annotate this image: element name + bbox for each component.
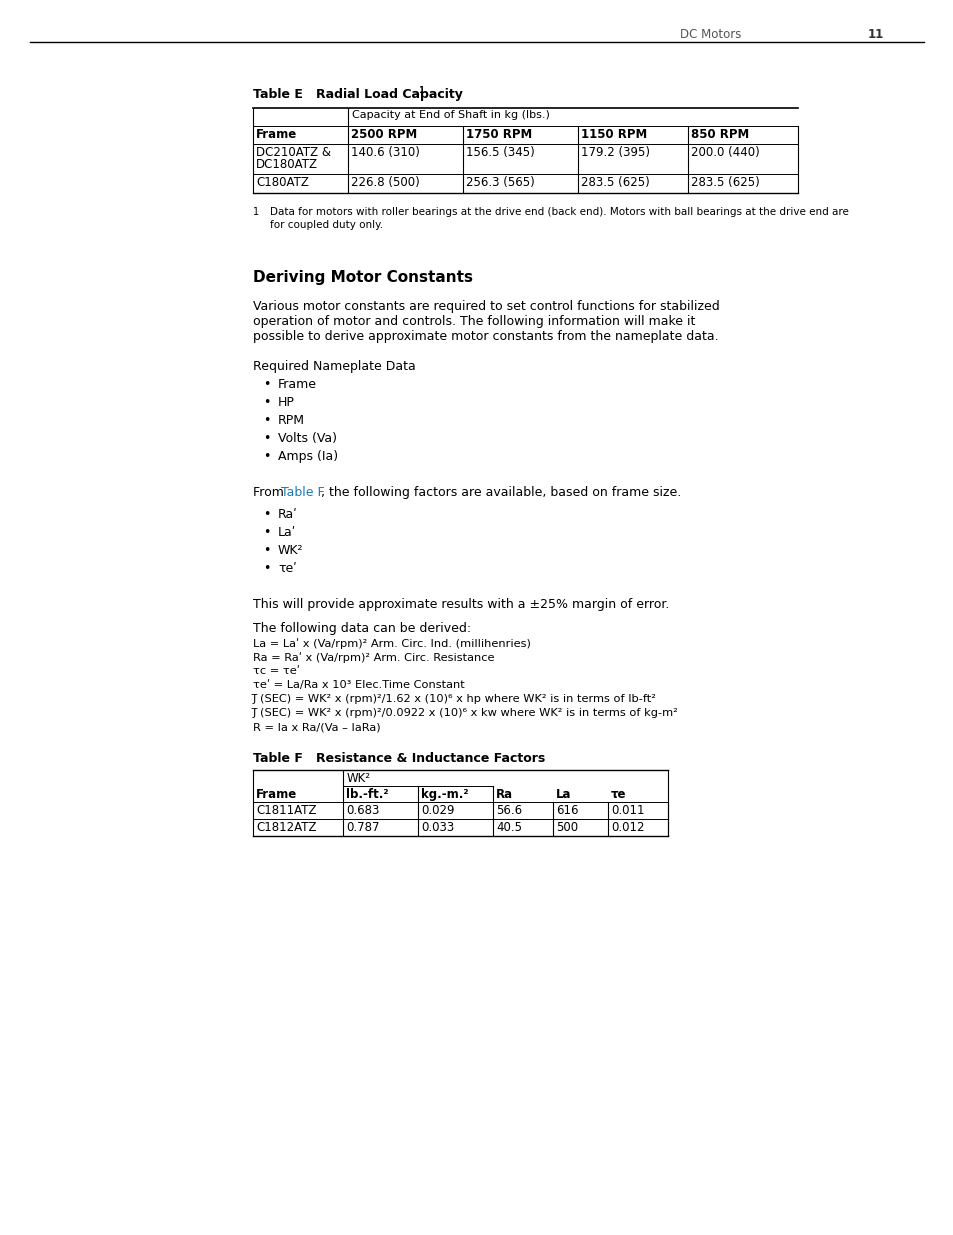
Text: 1750 RPM: 1750 RPM [465, 128, 532, 141]
Text: •: • [263, 378, 270, 391]
Text: Amps (Ia): Amps (Ia) [277, 450, 337, 463]
Text: •: • [263, 508, 270, 521]
Text: Raʹ: Raʹ [277, 508, 297, 521]
Text: 1: 1 [253, 207, 259, 217]
Text: DC180ATZ: DC180ATZ [255, 158, 317, 170]
Text: kg.-m.²: kg.-m.² [420, 788, 468, 802]
Text: 56.6: 56.6 [496, 804, 521, 818]
Text: Frame: Frame [255, 128, 297, 141]
Text: 616: 616 [556, 804, 578, 818]
Text: 40.5: 40.5 [496, 821, 521, 834]
Text: C1812ATZ: C1812ATZ [255, 821, 316, 834]
Text: 0.029: 0.029 [420, 804, 454, 818]
Text: RPM: RPM [277, 414, 305, 427]
Text: WK²: WK² [347, 772, 371, 785]
Text: •: • [263, 450, 270, 463]
Text: •: • [263, 414, 270, 427]
Text: Table E   Radial Load Capacity: Table E Radial Load Capacity [253, 88, 462, 101]
Text: 0.787: 0.787 [346, 821, 379, 834]
Text: Frame: Frame [277, 378, 316, 391]
Text: 156.5 (345): 156.5 (345) [465, 146, 535, 159]
Text: 1: 1 [417, 86, 423, 95]
Text: lb.-ft.²: lb.-ft.² [346, 788, 388, 802]
Text: •: • [263, 396, 270, 409]
Text: 1150 RPM: 1150 RPM [580, 128, 646, 141]
Text: 0.033: 0.033 [420, 821, 454, 834]
Text: τc = τeʹ: τc = τeʹ [253, 666, 299, 676]
Text: WK²: WK² [277, 543, 303, 557]
Text: τeʹ = La/Ra x 10³ Elec.Time Constant: τeʹ = La/Ra x 10³ Elec.Time Constant [253, 680, 464, 690]
Text: La: La [556, 788, 571, 802]
Text: 0.683: 0.683 [346, 804, 379, 818]
Text: Ra: Ra [496, 788, 513, 802]
Text: 226.8 (500): 226.8 (500) [351, 177, 419, 189]
Text: Capacity at End of Shaft in kg (lbs.): Capacity at End of Shaft in kg (lbs.) [352, 110, 549, 120]
Text: 140.6 (310): 140.6 (310) [351, 146, 419, 159]
Text: 0.011: 0.011 [610, 804, 644, 818]
Text: 200.0 (440): 200.0 (440) [690, 146, 759, 159]
Text: Table F   Resistance & Inductance Factors: Table F Resistance & Inductance Factors [253, 752, 545, 764]
Text: Various motor constants are required to set control functions for stabilized: Various motor constants are required to … [253, 300, 719, 312]
Text: Table F: Table F [281, 487, 324, 499]
Text: The following data can be derived:: The following data can be derived: [253, 622, 471, 635]
Text: C180ATZ: C180ATZ [255, 177, 309, 189]
Text: Laʹ: Laʹ [277, 526, 296, 538]
Text: 283.5 (625): 283.5 (625) [580, 177, 649, 189]
Text: possible to derive approximate motor constants from the nameplate data.: possible to derive approximate motor con… [253, 330, 718, 343]
Text: •: • [263, 432, 270, 445]
Text: Frame: Frame [255, 788, 297, 802]
Text: Required Nameplate Data: Required Nameplate Data [253, 359, 416, 373]
Text: τe: τe [610, 788, 626, 802]
Text: •: • [263, 562, 270, 576]
Text: This will provide approximate results with a ±25% margin of error.: This will provide approximate results wi… [253, 598, 669, 611]
Text: •: • [263, 526, 270, 538]
Text: DC210ATZ &: DC210ATZ & [255, 146, 331, 159]
Text: operation of motor and controls. The following information will make it: operation of motor and controls. The fol… [253, 315, 695, 329]
Text: La = Laʹ x (Va/rpm)² Arm. Circ. Ind. (millihenries): La = Laʹ x (Va/rpm)² Arm. Circ. Ind. (mi… [253, 638, 530, 648]
Text: 179.2 (395): 179.2 (395) [580, 146, 649, 159]
Text: •: • [263, 543, 270, 557]
Text: DC Motors: DC Motors [679, 28, 740, 41]
Text: 256.3 (565): 256.3 (565) [465, 177, 535, 189]
Text: Ra = Raʹ x (Va/rpm)² Arm. Circ. Resistance: Ra = Raʹ x (Va/rpm)² Arm. Circ. Resistan… [253, 652, 494, 663]
Text: 2500 RPM: 2500 RPM [351, 128, 416, 141]
Text: HP: HP [277, 396, 294, 409]
Text: J̅ (SEC) = WK² x (rpm)²/1.62 x (10)⁶ x hp where WK² is in terms of lb-ft²: J̅ (SEC) = WK² x (rpm)²/1.62 x (10)⁶ x h… [253, 694, 656, 704]
Text: 283.5 (625): 283.5 (625) [690, 177, 759, 189]
Text: Deriving Motor Constants: Deriving Motor Constants [253, 270, 473, 285]
Text: , the following factors are available, based on frame size.: , the following factors are available, b… [320, 487, 680, 499]
Text: R = Ia x Ra/(Va – IaRa): R = Ia x Ra/(Va – IaRa) [253, 722, 380, 732]
Text: 850 RPM: 850 RPM [690, 128, 748, 141]
Text: for coupled duty only.: for coupled duty only. [270, 220, 383, 230]
Text: C1811ATZ: C1811ATZ [255, 804, 316, 818]
Text: 11: 11 [867, 28, 883, 41]
Text: 500: 500 [556, 821, 578, 834]
Text: 0.012: 0.012 [610, 821, 644, 834]
Text: Volts (Va): Volts (Va) [277, 432, 336, 445]
Text: τeʹ: τeʹ [277, 562, 296, 576]
Text: J̅ (SEC) = WK² x (rpm)²/0.0922 x (10)⁶ x kw where WK² is in terms of kg-m²: J̅ (SEC) = WK² x (rpm)²/0.0922 x (10)⁶ x… [253, 708, 677, 718]
Text: From: From [253, 487, 288, 499]
Text: Data for motors with roller bearings at the drive end (back end). Motors with ba: Data for motors with roller bearings at … [270, 207, 848, 217]
